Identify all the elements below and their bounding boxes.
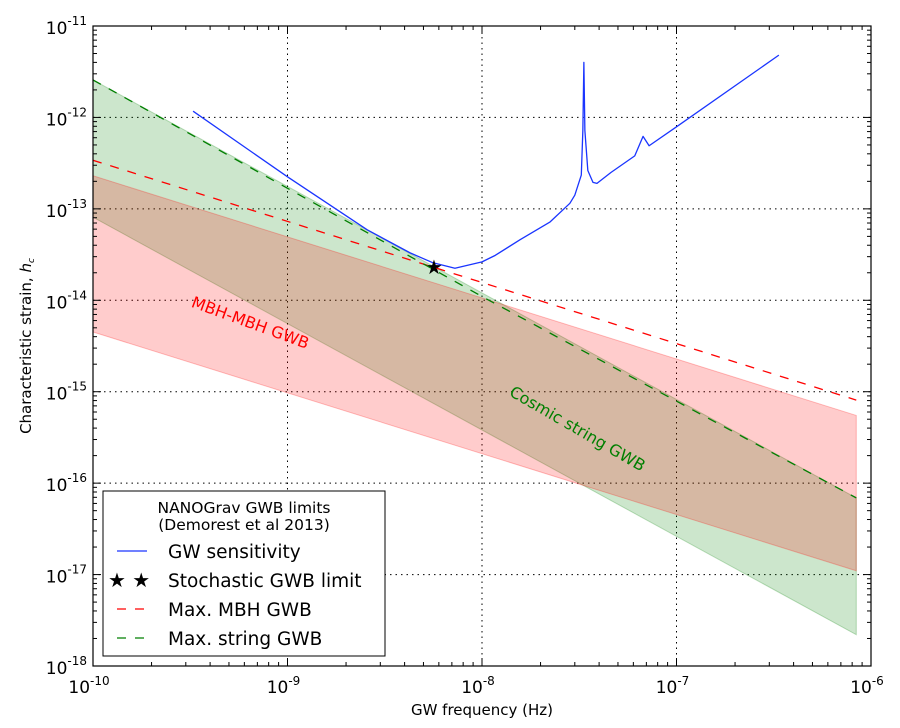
legend-box: [102, 490, 386, 657]
grid: [93, 26, 871, 666]
y-tick-label: 10-18: [46, 654, 87, 679]
series-lines: ★: [93, 54, 857, 499]
bands: [93, 79, 857, 636]
y-tick-label: 10-15: [46, 380, 87, 405]
x-tick-label: 10-8: [461, 674, 495, 698]
legend-entry-string: Max. string GWB: [168, 629, 322, 650]
x-tick-label: 10-6: [850, 674, 884, 698]
x-tick-label: 10-10: [68, 674, 109, 698]
y-tick-label: 10-13: [46, 197, 87, 222]
series-stochastic-gwb-limit-marker: ★: [425, 255, 443, 279]
x-tick-label: 10-9: [267, 674, 301, 698]
y-tick-label: 10-12: [46, 105, 87, 130]
y-tick-label: 10-14: [46, 288, 87, 313]
legend-title-line2: (Demorest et al 2013): [158, 516, 330, 534]
series-gw-sensitivity: [192, 54, 780, 269]
series-max-mbh-gwb: [93, 159, 857, 401]
legend-entry-sensitivity: GW sensitivity: [168, 542, 301, 563]
y-tick-label: 10-11: [46, 14, 87, 39]
y-axis-label: Characteristic strain, hc: [17, 258, 37, 434]
band-cosmic-string-gwb: [93, 79, 857, 636]
legend-title-line1: NANOGrav GWB limits: [157, 499, 330, 517]
legend-entry-star: Stochastic GWB limit: [168, 571, 362, 592]
ticks: [92, 25, 872, 667]
legend-swatch-star: ★ ★: [108, 568, 150, 592]
x-tick-label: 10-7: [656, 674, 690, 698]
y-tick-label: 10-17: [46, 563, 87, 588]
x-axis-label: GW frequency (Hz): [411, 701, 553, 719]
y-tick-label: 10-16: [46, 471, 87, 496]
series-max-string-gwb: [93, 79, 857, 499]
tick-labels: 10-10 10-9 10-8 10-7 10-6 10-11 10-12 10-13 10-1…: [46, 14, 884, 698]
legend: NANOGrav GWB limits (Demorest et al 2013…: [102, 490, 386, 657]
band-mbh-mbh-gwb: [93, 175, 857, 572]
legend-entry-mbh: Max. MBH GWB: [168, 600, 312, 621]
